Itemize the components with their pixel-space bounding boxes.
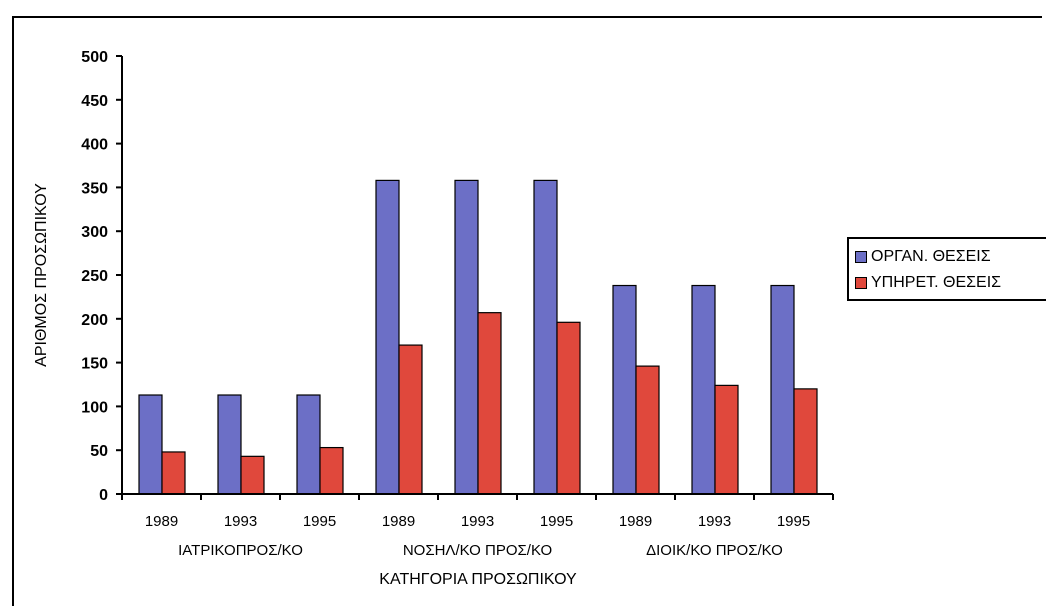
legend-swatch-organ [855, 251, 867, 263]
bar-organ-5 [533, 179, 558, 495]
x-category-label: 1995 [540, 513, 573, 530]
y-tick-label: 150 [81, 356, 108, 373]
bar-organ-8 [770, 284, 795, 495]
bar-organ-0 [138, 394, 163, 495]
x-category-label: 1989 [619, 513, 652, 530]
legend-swatch-ypiret [855, 277, 867, 289]
legend-label-organ: ΟΡΓΑΝ. ΘΕΣΕΙΣ [871, 248, 991, 265]
bar-organ-6 [612, 284, 637, 495]
bar-ypiret-5 [556, 321, 581, 495]
x-category-label: 1995 [303, 513, 336, 530]
y-tick-label: 250 [81, 268, 108, 285]
chart-frame [12, 16, 1042, 606]
x-axis-title: ΚΑΤΗΓΟΡΙΑ ΠΡΟΣΩΠΙΚΟΥ [379, 571, 577, 588]
labels-layer: 0 50 100 150 200 250 300 350 400 450 500 1989 1993 19… [81, 49, 810, 559]
bar-ypiret-0 [161, 451, 186, 495]
y-axis-title: ΑΡΙΘΜΟΣ ΠΡΟΣΩΠΙΚΟΥ [33, 183, 50, 367]
x-group-label: ΔΙΟΙΚ/ΚΟ ΠΡΟΣ/ΚΟ [646, 542, 783, 559]
axes-layer [116, 55, 834, 500]
bar-ypiret-3 [398, 344, 423, 495]
y-tick-label: 0 [99, 487, 108, 504]
bar-ypiret-8 [793, 388, 818, 495]
x-category-label: 1989 [382, 513, 415, 530]
bar-organ-1 [217, 394, 242, 495]
bars-layer [138, 179, 818, 495]
x-category-label: 1989 [145, 513, 178, 530]
y-tick-label: 500 [81, 49, 108, 66]
y-tick-label: 300 [81, 224, 108, 241]
legend-label-ypiret: ΥΠΗΡΕΤ. ΘΕΣΕΙΣ [871, 274, 1002, 291]
legend-item-organ-theseis: ΟΡΓΑΝ. ΘΕΣΕΙΣ [855, 244, 1046, 270]
x-category-label: 1993 [698, 513, 731, 530]
y-tick-label: 100 [81, 399, 108, 416]
bar-ypiret-1 [240, 455, 265, 495]
y-tick-label: 50 [90, 443, 108, 460]
y-tick-label: 200 [81, 312, 108, 329]
bar-organ-4 [454, 179, 479, 495]
x-group-label: ΙΑΤΡΙΚΟΠΡΟΣ/ΚΟ [178, 542, 303, 559]
bar-organ-3 [375, 179, 400, 495]
bar-ypiret-7 [714, 384, 739, 495]
y-tick-label: 400 [81, 137, 108, 154]
bar-organ-2 [296, 394, 321, 495]
bar-ypiret-4 [477, 312, 502, 495]
x-category-label: 1995 [777, 513, 810, 530]
bar-ypiret-2 [319, 446, 344, 495]
x-category-label: 1993 [224, 513, 257, 530]
x-group-label: ΝΟΣΗΛ/ΚΟ ΠΡΟΣ/ΚΟ [403, 542, 552, 559]
bar-ypiret-6 [635, 365, 660, 495]
legend: ΟΡΓΑΝ. ΘΕΣΕΙΣ ΥΠΗΡΕΤ. ΘΕΣΕΙΣ [847, 237, 1046, 301]
bar-organ-7 [691, 284, 716, 495]
y-tick-label: 350 [81, 180, 108, 197]
legend-item-ypiret-theseis: ΥΠΗΡΕΤ. ΘΕΣΕΙΣ [855, 270, 1046, 296]
x-category-label: 1993 [461, 513, 494, 530]
y-tick-label: 450 [81, 93, 108, 110]
